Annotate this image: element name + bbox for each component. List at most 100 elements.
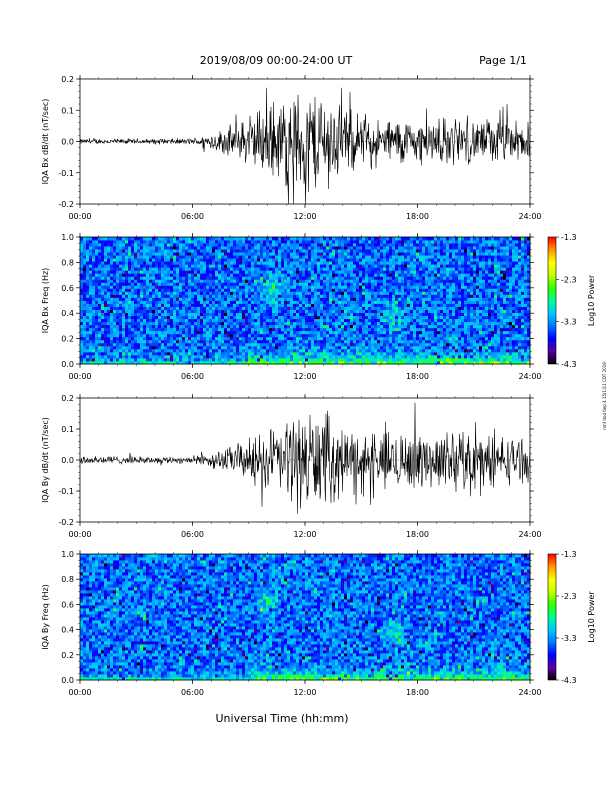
heatmap-cell (116, 321, 120, 326)
heatmap-cell (200, 270, 204, 274)
heatmap-cell (380, 321, 384, 326)
heatmap-cell (218, 360, 222, 365)
heatmap-cell (320, 312, 324, 317)
heatmap-cell (407, 276, 411, 280)
heatmap-cell (245, 261, 249, 265)
heatmap-cell (209, 258, 213, 262)
heatmap-cell (116, 276, 120, 280)
heatmap-cell (365, 270, 369, 274)
heatmap-cell (161, 291, 165, 295)
heatmap-cell (314, 240, 318, 244)
heatmap-cell (347, 288, 351, 292)
heatmap-cell (230, 240, 234, 244)
heatmap-cell (227, 303, 231, 307)
heatmap-cell (224, 345, 228, 350)
heatmap-cell (194, 333, 198, 338)
heatmap-cell (146, 360, 150, 365)
heatmap-cell (242, 270, 246, 274)
heatmap-cell (146, 354, 150, 359)
heatmap-cell (257, 273, 261, 277)
heatmap-cell (140, 288, 144, 292)
heatmap-cell (386, 279, 390, 283)
heatmap-cell (137, 270, 141, 274)
heatmap-cell (227, 360, 231, 365)
heatmap-cell (161, 294, 165, 298)
heatmap-cell (152, 303, 156, 307)
heatmap-cell (323, 342, 327, 347)
heatmap-cell (224, 252, 228, 256)
heatmap-cell (110, 282, 114, 286)
heatmap-cell (419, 276, 423, 280)
heatmap-cell (278, 294, 282, 298)
heatmap-cell (311, 258, 315, 262)
heatmap-cell (212, 327, 216, 332)
heatmap-cell (407, 273, 411, 277)
heatmap-cell (203, 246, 207, 250)
heatmap-cell (362, 360, 366, 365)
heatmap-cell (101, 303, 105, 307)
heatmap-cell (365, 252, 369, 256)
heatmap-cell (200, 330, 204, 335)
heatmap-cell (245, 348, 249, 353)
heatmap-cell (347, 357, 351, 362)
heatmap-cell (137, 351, 141, 356)
heatmap-cell (425, 285, 429, 289)
heatmap-cell (401, 252, 405, 256)
heatmap-cell (203, 348, 207, 353)
heatmap-cell (158, 354, 162, 359)
heatmap-cell (236, 321, 240, 326)
heatmap-cell (176, 327, 180, 332)
heatmap-cell (368, 327, 372, 332)
heatmap-cell (374, 243, 378, 247)
heatmap-cell (194, 264, 198, 268)
heatmap-cell (113, 351, 117, 356)
heatmap-cell (239, 306, 243, 310)
heatmap-cell (356, 357, 360, 362)
heatmap-cell (176, 255, 180, 259)
heatmap-cell (392, 342, 396, 347)
heatmap-cell (191, 303, 195, 307)
heatmap-cell (353, 345, 357, 350)
heatmap-cell (425, 360, 429, 365)
heatmap-cell (293, 270, 297, 274)
heatmap-cell (215, 291, 219, 295)
heatmap-cell (287, 285, 291, 289)
heatmap-cell (290, 315, 294, 320)
heatmap-cell (368, 345, 372, 350)
heatmap-cell (395, 276, 399, 280)
heatmap-cell (422, 261, 426, 265)
heatmap-cell (161, 273, 165, 277)
heatmap-cell (290, 246, 294, 250)
heatmap-cell (80, 291, 84, 295)
heatmap-cell (230, 348, 234, 353)
heatmap-cell (410, 288, 414, 292)
heatmap-cell (128, 249, 132, 253)
heatmap-cell (401, 351, 405, 356)
heatmap-cell (146, 252, 150, 256)
heatmap-cell (158, 309, 162, 313)
heatmap-cell (347, 276, 351, 280)
heatmap-cell (422, 312, 426, 317)
heatmap-cell (134, 312, 138, 317)
heatmap-cell (230, 252, 234, 256)
heatmap-cell (80, 237, 84, 241)
heatmap-cell (185, 273, 189, 277)
heatmap-cell (173, 315, 177, 320)
heatmap-cell (173, 273, 177, 277)
heatmap-cell (80, 345, 84, 350)
heatmap-cell (188, 282, 192, 286)
heatmap-cell (218, 345, 222, 350)
heatmap-cell (188, 351, 192, 356)
heatmap-cell (413, 324, 417, 329)
heatmap-cell (131, 345, 135, 350)
heatmap-cell (233, 252, 237, 256)
heatmap-cell (242, 249, 246, 253)
heatmap-cell (317, 354, 321, 359)
heatmap-cell (389, 264, 393, 268)
heatmap-cell (320, 291, 324, 295)
heatmap-cell (224, 297, 228, 301)
heatmap-cell (371, 252, 375, 256)
heatmap-cell (374, 297, 378, 301)
heatmap-cell (407, 297, 411, 301)
heatmap-cell (134, 252, 138, 256)
